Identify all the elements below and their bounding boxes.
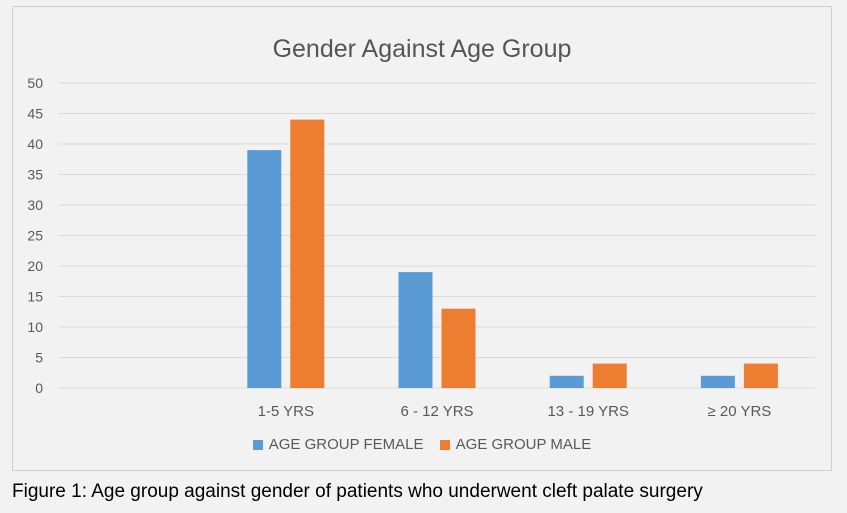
y-tick-label: 25 [27, 228, 43, 244]
legend: AGE GROUP FEMALE AGE GROUP MALE [13, 436, 831, 454]
plot-area: 0 5 10 15 20 25 30 35 40 45 50 1-5 YRS 6 - 12 YRS 13 … [27, 75, 815, 420]
bar-female [398, 272, 433, 388]
y-tick-label: 50 [27, 75, 43, 91]
bar-male [743, 363, 778, 388]
y-tick-label: 40 [27, 136, 43, 152]
chart-frame: Gender Against Age Group 0 5 10 15 20 25 30 35 4… [12, 6, 832, 471]
y-tick-label: 0 [35, 380, 43, 396]
y-tick-label: 35 [27, 167, 43, 183]
figure-caption: Figure 1: Age group against gender of pa… [12, 481, 703, 502]
y-tick-label: 10 [27, 319, 43, 335]
x-tick-label: ≥ 20 YRS [707, 403, 771, 420]
x-tick-label: 6 - 12 YRS [400, 403, 473, 420]
legend-label-female: AGE GROUP FEMALE [268, 436, 424, 453]
legend-label-male: AGE GROUP MALE [455, 436, 592, 453]
bar-female [549, 375, 584, 388]
y-tick-label: 30 [27, 197, 43, 213]
y-tick-label: 5 [35, 350, 43, 366]
x-tick-label: 13 - 19 YRS [547, 403, 628, 420]
y-tick-label: 20 [27, 258, 43, 274]
legend-swatch-female [252, 439, 263, 450]
legend-item-male: AGE GROUP MALE [439, 436, 592, 453]
bar-male [441, 308, 476, 388]
bar-male [290, 119, 325, 388]
bar-male [592, 363, 627, 388]
legend-item-female: AGE GROUP FEMALE [252, 436, 424, 453]
legend-swatch-male [439, 439, 450, 450]
bar-female [700, 375, 735, 388]
bar-female [247, 150, 282, 388]
chart-title: Gender Against Age Group [272, 35, 572, 63]
y-tick-label: 45 [27, 106, 43, 122]
x-tick-label: 1-5 YRS [258, 403, 314, 420]
y-tick-label: 15 [27, 289, 43, 305]
